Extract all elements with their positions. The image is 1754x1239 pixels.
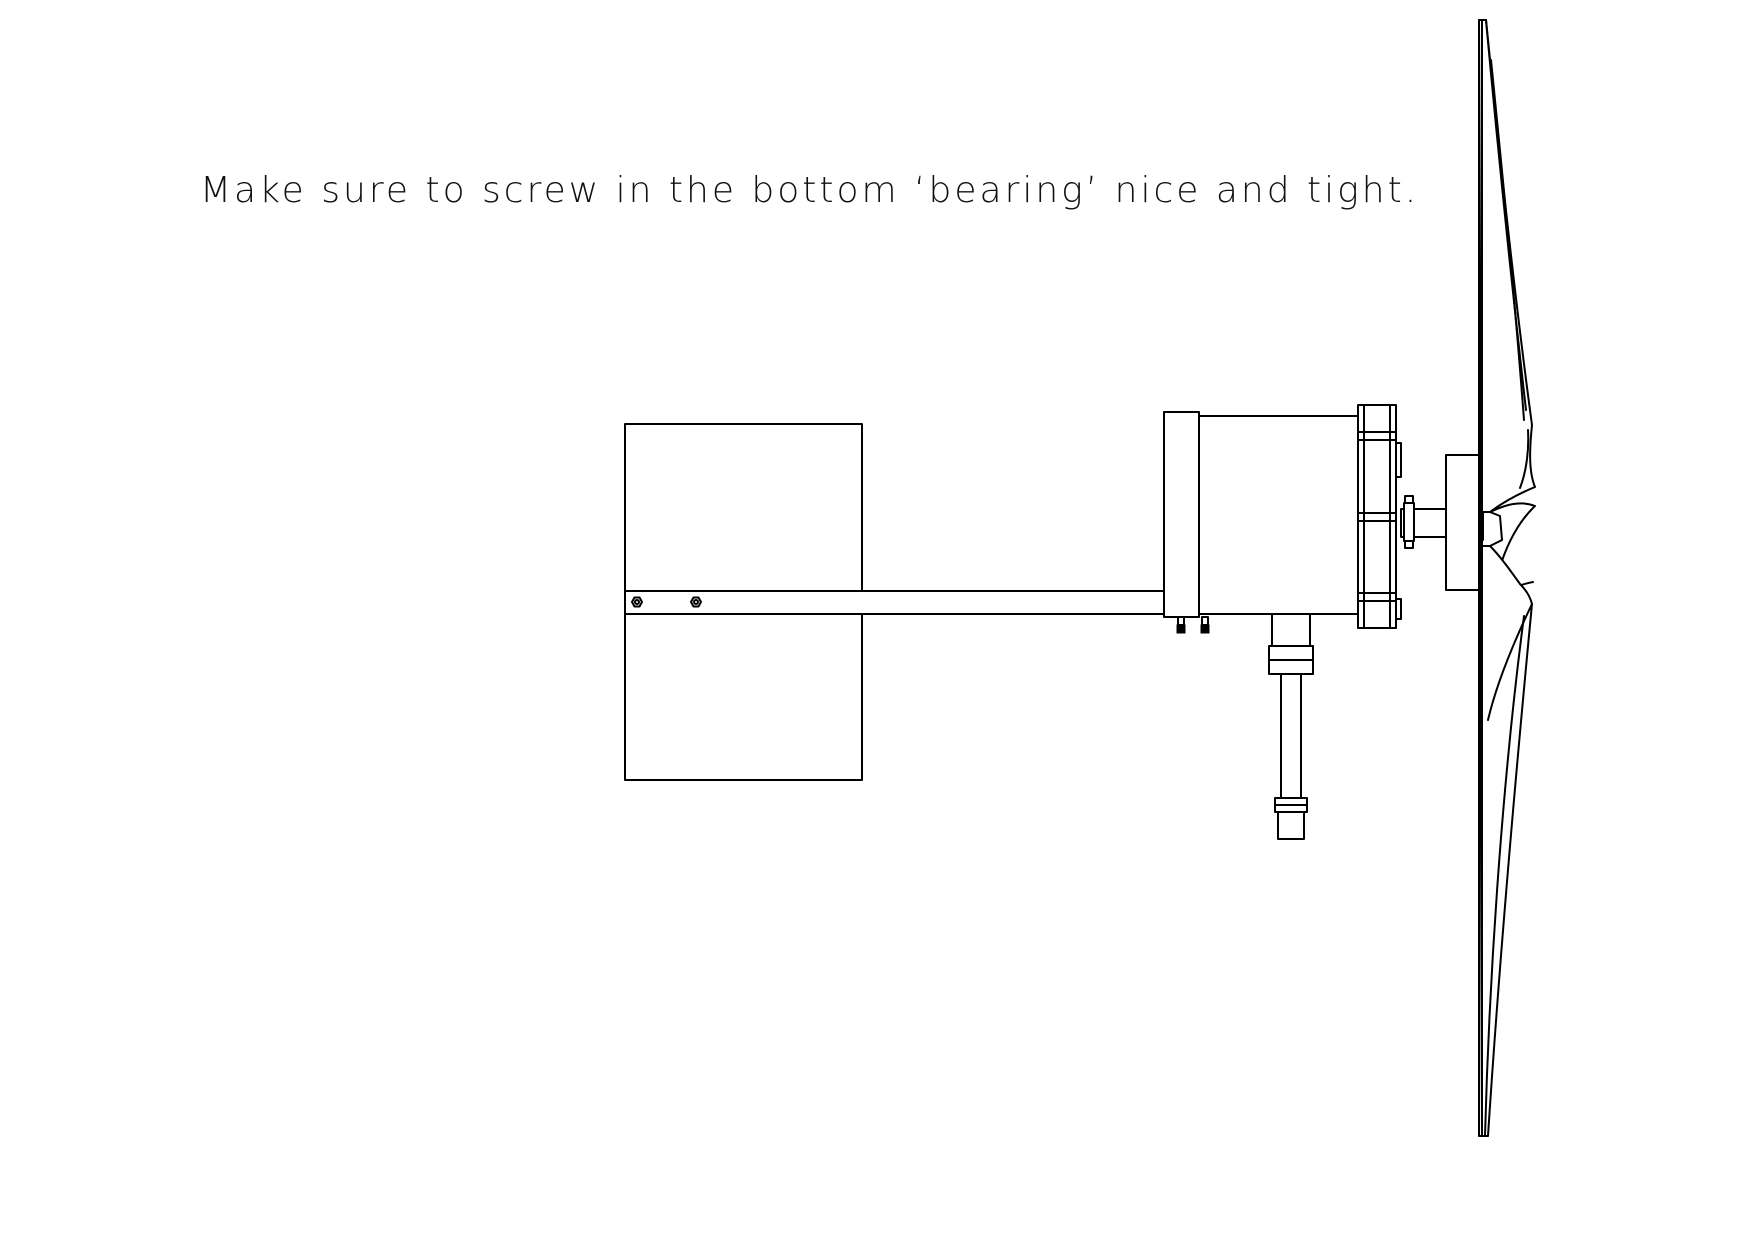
hub-plate bbox=[1445, 454, 1481, 591]
tail-boom bbox=[624, 590, 1165, 615]
hex-nut-icon bbox=[690, 596, 702, 608]
tail-boom-bar bbox=[624, 590, 1165, 615]
lower-blade bbox=[1478, 545, 1533, 1137]
bottom-bearing bbox=[1268, 613, 1314, 840]
mounting-pole bbox=[1280, 673, 1302, 799]
assembly-instruction-text: Make sure to screw in the bottom ‘bearin… bbox=[200, 170, 1420, 211]
turbine-blades bbox=[1478, 19, 1536, 1137]
front-flange bbox=[1357, 404, 1402, 629]
upper-blade bbox=[1478, 19, 1536, 513]
generator-housing bbox=[1163, 411, 1359, 634]
bolt-icon bbox=[1176, 616, 1186, 634]
shaft-nut bbox=[1403, 502, 1415, 542]
pole-bottom-fitting bbox=[1277, 811, 1305, 840]
drive-shaft bbox=[1400, 454, 1481, 591]
generator-body bbox=[1198, 415, 1359, 615]
generator-rear-flange bbox=[1163, 411, 1200, 618]
bearing-collar bbox=[1271, 613, 1311, 647]
bolt-icon bbox=[1200, 616, 1210, 634]
blade-hub bbox=[1479, 509, 1503, 547]
hex-nut-icon bbox=[631, 596, 643, 608]
